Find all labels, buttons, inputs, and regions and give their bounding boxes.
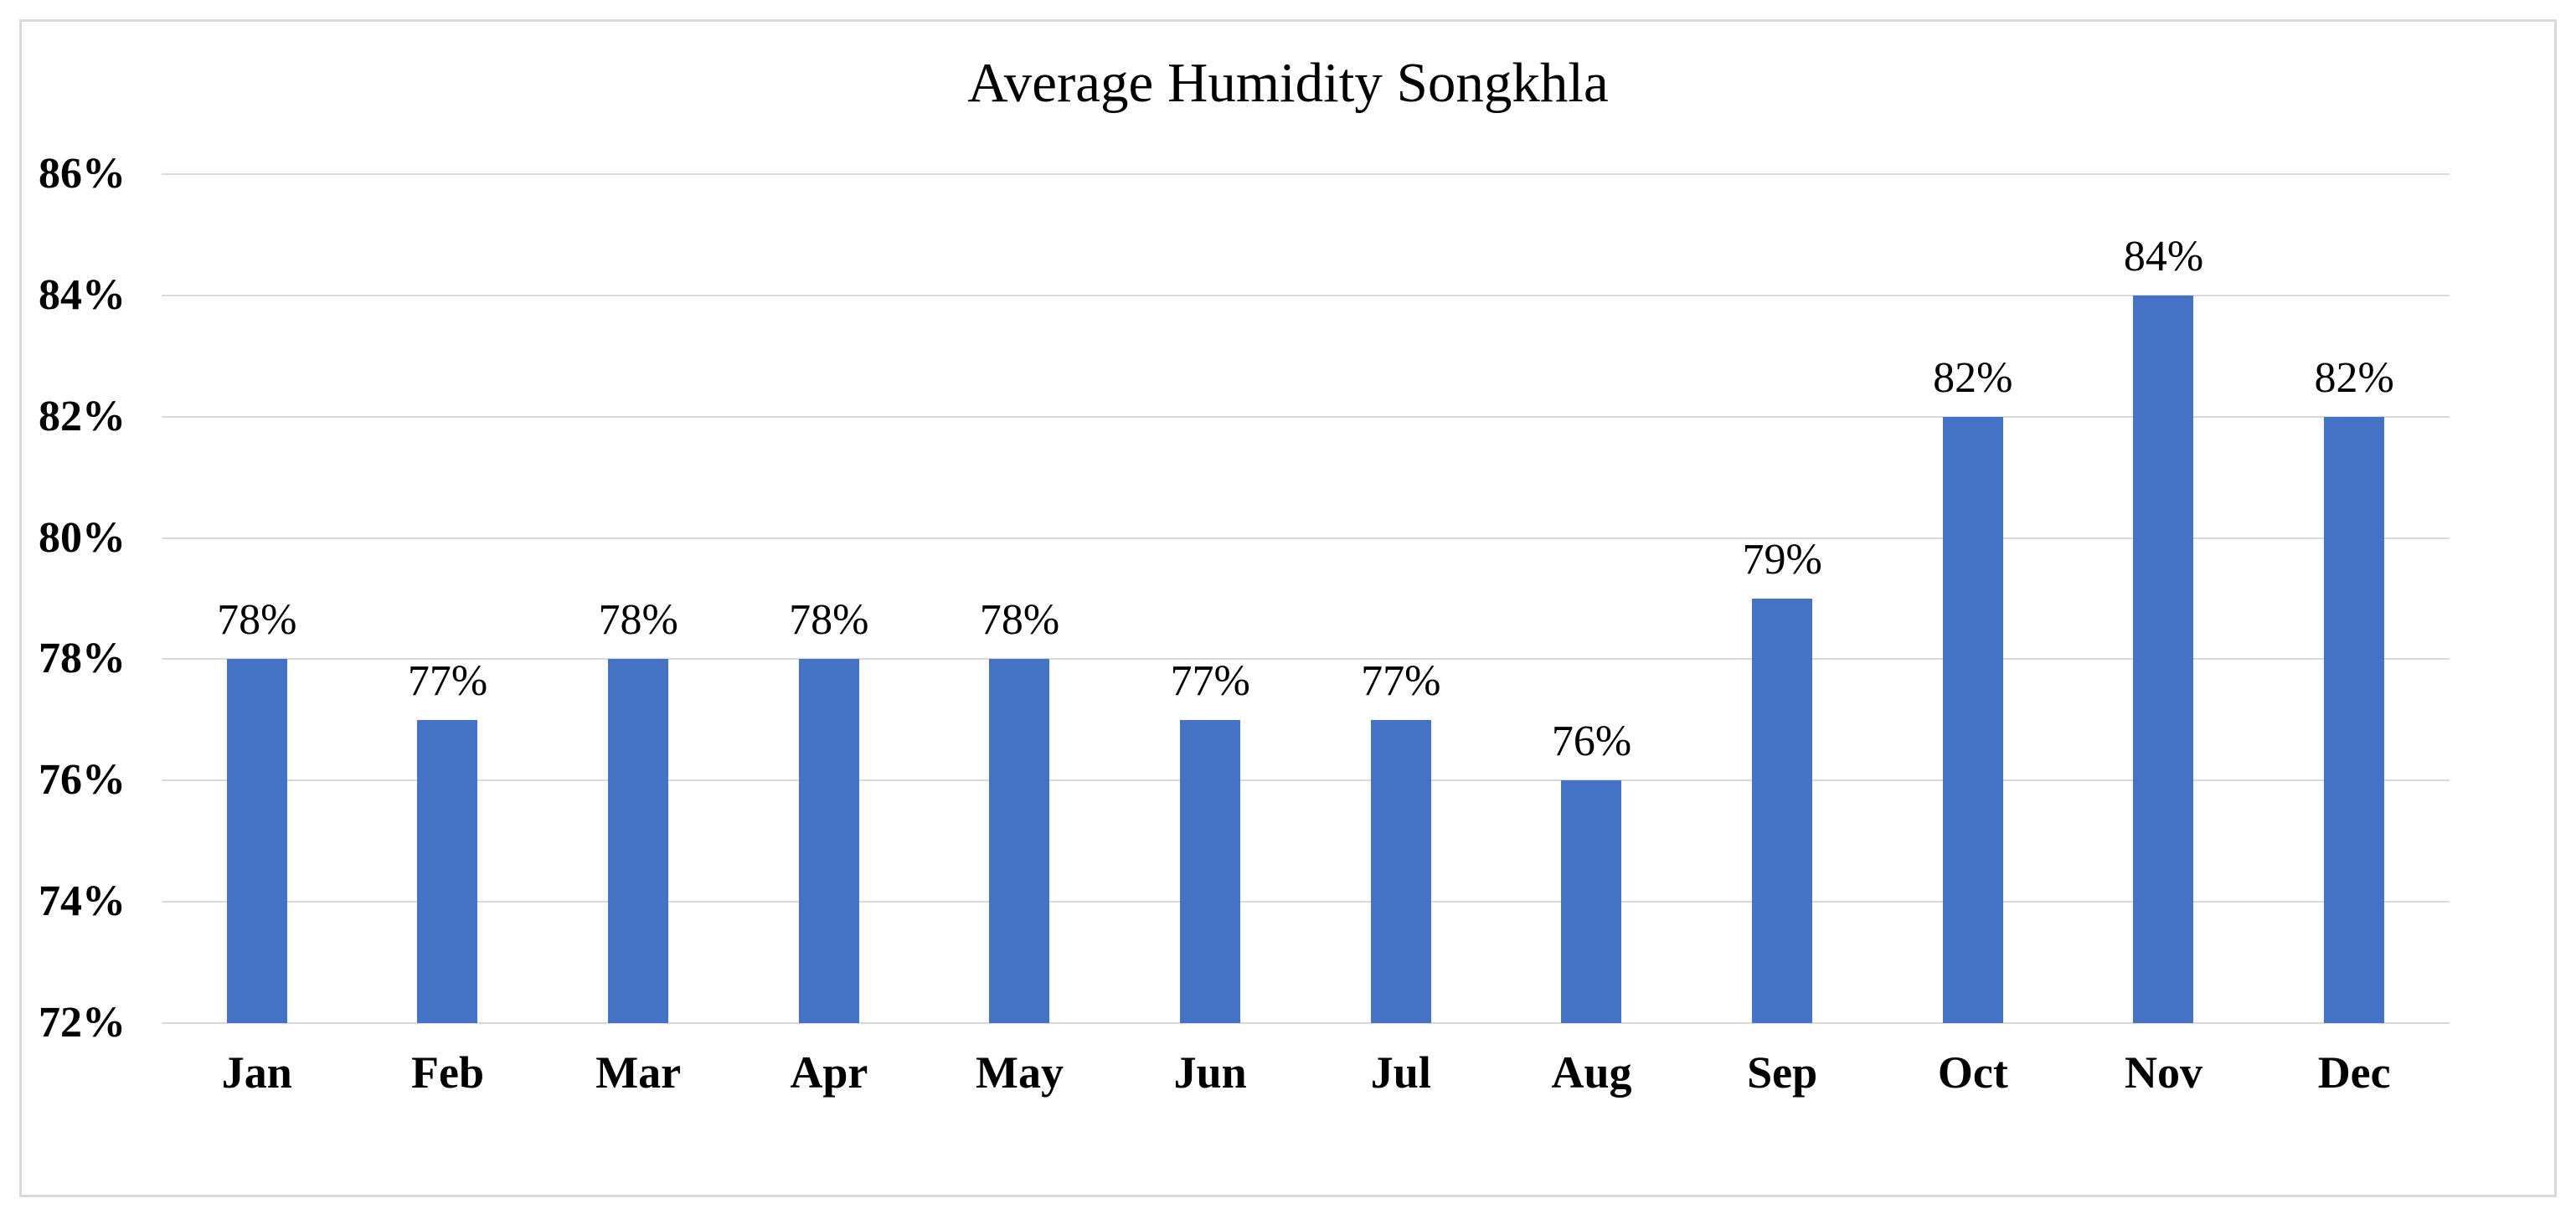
bar-value-label: 76% [1551, 718, 1632, 766]
bar-value-label: 78% [217, 596, 297, 645]
x-axis-label: Jun [1173, 1047, 1247, 1098]
bar-group: 78% May [925, 174, 1115, 1095]
bar [1370, 719, 1431, 1023]
y-axis-tick-label: 76% [39, 756, 126, 805]
bar-group: 77% Feb [353, 174, 544, 1095]
x-axis-label: Oct [1937, 1047, 2008, 1098]
x-axis-label: Dec [2317, 1047, 2391, 1098]
gridline [162, 415, 2450, 418]
bar [226, 659, 287, 1023]
bar [989, 659, 1050, 1023]
x-axis-line [162, 1022, 2450, 1024]
bar-group: 78% Mar [543, 174, 734, 1095]
gridline [162, 658, 2450, 661]
y-axis-tick-label: 84% [39, 270, 126, 319]
bar-group: 84% Nov [2069, 174, 2259, 1095]
x-axis-label: Nov [2124, 1047, 2202, 1098]
chart-title: Average Humidity Songkhla [967, 52, 1609, 114]
y-axis-tick-label: 78% [39, 635, 126, 683]
bar-group: 76% Aug [1497, 174, 1687, 1095]
x-axis-label: Apr [790, 1047, 868, 1098]
x-axis-label: Aug [1551, 1047, 1632, 1098]
bar-value-label: 79% [1742, 536, 1822, 584]
bar-value-label: 84% [2123, 232, 2204, 280]
bar [798, 659, 859, 1023]
bar-group: 77% Jul [1306, 174, 1497, 1095]
bar-group: 78% Jan [162, 174, 353, 1095]
plot-area: 86% 84% 82% 80% 78% 76% 74% 72% 78% Jan 77% Feb 78% M… [39, 152, 2450, 1096]
bar [608, 659, 669, 1023]
bar [2324, 416, 2385, 1023]
x-axis-label: May [976, 1047, 1064, 1098]
y-axis-tick-label: 72% [39, 999, 126, 1047]
bar-value-label: 82% [1933, 353, 2013, 402]
bar-value-label: 78% [598, 596, 678, 645]
bar-value-label: 82% [2314, 353, 2394, 402]
chart-figure: Average Humidity Songkhla 86% 84% 82% 80% 78… [19, 19, 2557, 1197]
bar-group: 77% Jun [1115, 174, 1306, 1095]
bar-value-label: 78% [789, 596, 869, 645]
x-axis-label: Jul [1370, 1047, 1431, 1098]
x-axis-label: Jan [221, 1047, 292, 1098]
bar-group: 82% Dec [2259, 174, 2450, 1095]
gridline [162, 779, 2450, 782]
x-axis-label: Sep [1747, 1047, 1818, 1098]
bar-group: 78% Apr [734, 174, 925, 1095]
bar-value-label: 78% [979, 596, 1060, 645]
bar [417, 719, 478, 1023]
y-axis-tick-label: 86% [39, 150, 126, 198]
x-axis-label: Feb [410, 1047, 484, 1098]
bar [1942, 416, 2003, 1023]
y-axis-tick-label: 80% [39, 513, 126, 562]
bar [1561, 780, 1622, 1023]
y-axis-tick-label: 82% [39, 392, 126, 440]
bar-value-label: 77% [1361, 656, 1441, 705]
gridline [162, 173, 2450, 175]
bar-value-label: 77% [407, 656, 488, 705]
bar-group: 82% Oct [1878, 174, 2069, 1095]
gridline [162, 294, 2450, 296]
bar-value-label: 77% [1170, 656, 1250, 705]
bar [1752, 599, 1813, 1023]
bar-group: 79% Sep [1687, 174, 1878, 1096]
x-axis-label: Mar [595, 1047, 682, 1098]
gridline [162, 901, 2450, 903]
bar [1180, 719, 1241, 1023]
gridline [162, 537, 2450, 539]
y-axis-tick-label: 74% [39, 877, 126, 926]
bar [2133, 295, 2194, 1023]
